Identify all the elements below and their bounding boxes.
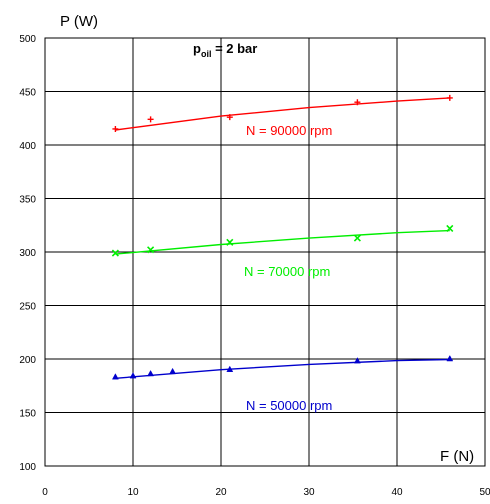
annotation-subscript: oil (201, 49, 212, 59)
data-point-triangle (129, 372, 137, 379)
x-axis-title-background (437, 446, 479, 464)
series-2: N = 70000 rpm (111, 224, 454, 279)
data-point-plus (446, 94, 453, 101)
data-point-cross (226, 238, 234, 246)
series-label: N = 70000 rpm (244, 264, 330, 279)
x-tick-label: 50 (479, 487, 490, 498)
y-tick-label: 100 (19, 462, 36, 473)
series-fit-line (115, 358, 450, 379)
x-tick-label: 0 (42, 487, 48, 498)
series-layer: N = 90000 rpm N = 70000 rpm N = 50000 rpm (111, 94, 454, 413)
data-point-plus (112, 125, 119, 132)
data-point-triangle (111, 373, 119, 380)
series-label: N = 90000 rpm (246, 123, 332, 138)
y-tick-label: 350 (19, 195, 36, 206)
data-point-plus (354, 99, 361, 106)
series-label: N = 50000 rpm (246, 398, 332, 413)
data-point-triangle (147, 369, 155, 377)
data-point-triangle (353, 357, 361, 364)
y-tick-label: 250 (19, 302, 36, 313)
y-axis-title: P (W) (60, 13, 98, 30)
x-tick-label: 40 (391, 487, 403, 498)
series-fit-line (115, 97, 450, 131)
y-tick-label: 200 (19, 355, 36, 366)
x-axis-title: F (N) (440, 448, 474, 465)
data-point-triangle (446, 354, 454, 362)
annotation-base: p (193, 41, 201, 56)
plot-frame (44, 37, 486, 467)
series-fit-line (115, 229, 450, 255)
x-tick-label: 20 (215, 487, 227, 498)
y-tick-labels: 100 150 200 250 300 350 400 450 500 (19, 34, 36, 473)
y-tick-label: 150 (19, 409, 36, 420)
data-point-triangle (169, 367, 177, 375)
data-point-cross (353, 234, 361, 242)
y-tick-label: 450 (19, 88, 36, 99)
x-tick-label: 30 (303, 487, 315, 498)
data-point-plus (147, 116, 154, 123)
grid (44, 37, 486, 467)
data-point-cross (147, 246, 155, 254)
data-point-plus (226, 114, 233, 121)
data-point-cross (111, 249, 119, 257)
x-tick-label: 10 (127, 487, 139, 498)
annotation-rest: = 2 bar (211, 41, 257, 56)
x-tick-labels: 0 10 20 30 40 50 (42, 487, 490, 498)
series-3: N = 50000 rpm (111, 354, 454, 413)
y-tick-label: 400 (19, 141, 36, 152)
data-point-triangle (226, 365, 234, 372)
y-tick-label: 500 (19, 34, 36, 45)
series-1: N = 90000 rpm (112, 94, 453, 138)
y-tick-label: 300 (19, 248, 36, 259)
oil-pressure-annotation: poil = 2 bar (193, 41, 257, 59)
data-point-cross (446, 224, 454, 233)
